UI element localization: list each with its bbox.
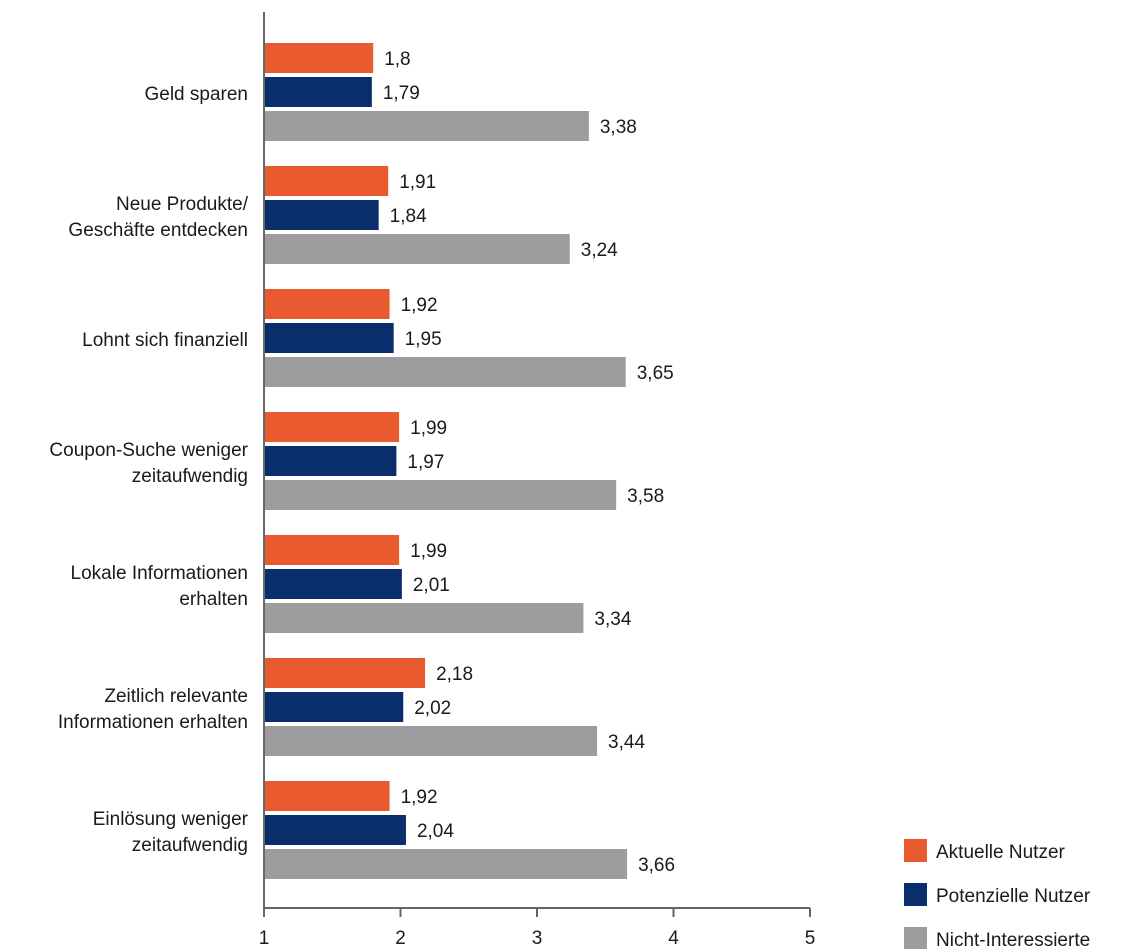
bar-value-label: 1,79	[383, 83, 420, 104]
bar-value-label: 1,92	[401, 787, 438, 808]
bar-value-label: 3,66	[638, 855, 675, 876]
bar	[265, 815, 406, 845]
bar	[265, 692, 404, 722]
bar	[265, 200, 379, 230]
x-tick-label: 5	[805, 928, 816, 949]
bar	[265, 43, 374, 73]
category-label-line: Geschäfte entdecken	[68, 220, 248, 241]
category-label-line: Lohnt sich finanziell	[82, 330, 248, 351]
bar	[265, 603, 584, 633]
bar-value-label: 3,65	[637, 363, 674, 384]
bar-value-label: 2,18	[436, 664, 473, 685]
bar	[265, 849, 628, 879]
bar	[265, 781, 390, 811]
bar-value-label: 1,84	[390, 206, 427, 227]
bar	[265, 111, 589, 141]
bar-value-label: 3,44	[608, 732, 645, 753]
category-label-line: Informationen erhalten	[58, 712, 248, 733]
bar	[265, 357, 626, 387]
category-label: Coupon-Suche weniger zeitaufwendig	[49, 440, 248, 487]
category-label-line: erhalten	[179, 589, 248, 610]
bar-value-label: 3,58	[627, 486, 664, 507]
category-label-line: Geld sparen	[144, 84, 248, 105]
bar-value-label: 1,95	[405, 329, 442, 350]
bar-value-label: 1,97	[407, 452, 444, 473]
category-label-line: Zeitlich relevante	[104, 686, 248, 707]
category-label: Neue Produkte/Geschäfte entdecken	[68, 194, 248, 241]
bar	[265, 234, 570, 264]
bar-value-label: 1,92	[401, 295, 438, 316]
bar	[265, 77, 372, 107]
bar	[265, 535, 400, 565]
category-label: Zeitlich relevante Informationen erhalten	[58, 686, 248, 733]
category-label: Lokale Informationen erhalten	[71, 563, 248, 610]
bar-value-label: 3,38	[600, 117, 637, 138]
bar-value-label: 1,8	[384, 49, 410, 70]
bar	[265, 323, 394, 353]
bar	[265, 480, 617, 510]
legend: Aktuelle Nutzer Potenzielle Nutzer Nicht-I…	[904, 839, 1091, 949]
x-tick-label: 2	[395, 928, 406, 949]
category-label: Geld sparen	[144, 84, 248, 105]
bar	[265, 412, 400, 442]
category-label-line: Coupon-Suche weniger	[49, 440, 248, 461]
category-label-line: Einlösung weniger	[93, 809, 249, 830]
category-label-line: zeitaufwendig	[132, 466, 248, 487]
bar	[265, 446, 397, 476]
legend-label: Potenzielle Nutzer	[936, 886, 1091, 907]
bar-value-label: 1,99	[410, 418, 447, 439]
legend-label: Nicht-Interessierte	[936, 930, 1090, 949]
bar	[265, 726, 598, 756]
category-label-line: Lokale Informationen	[71, 563, 248, 584]
legend-swatch	[904, 883, 927, 906]
bar-value-label: 2,01	[413, 575, 450, 596]
legend-label: Aktuelle Nutzer	[936, 842, 1066, 863]
legend-swatch	[904, 839, 927, 862]
x-tick-label: 3	[532, 928, 543, 949]
bar	[265, 658, 426, 688]
category-label-line: Neue Produkte/	[116, 194, 249, 215]
x-tick-label: 4	[668, 928, 679, 949]
category-label-line: zeitaufwendig	[132, 835, 248, 856]
bar-value-label: 1,99	[410, 541, 447, 562]
bar-value-label: 2,02	[414, 698, 451, 719]
labels-layer: 1,8 1,79 3,38 Geld sparen 1,91 1,84 3,24 Neue P…	[49, 49, 675, 876]
bar	[265, 166, 389, 196]
category-label: Einlösung weniger zeitaufwendig	[93, 809, 249, 856]
legend-swatch	[904, 927, 927, 949]
bar	[265, 569, 402, 599]
bar-value-label: 3,24	[581, 240, 618, 261]
bars-layer	[265, 43, 628, 879]
bar	[265, 289, 390, 319]
bar-value-label: 1,91	[399, 172, 436, 193]
axes-layer: 1 2 3 4 5	[259, 12, 816, 949]
bar-value-label: 3,34	[594, 609, 631, 630]
x-tick-label: 1	[259, 928, 270, 949]
category-label: Lohnt sich finanziell	[82, 330, 248, 351]
bar-value-label: 2,04	[417, 821, 454, 842]
